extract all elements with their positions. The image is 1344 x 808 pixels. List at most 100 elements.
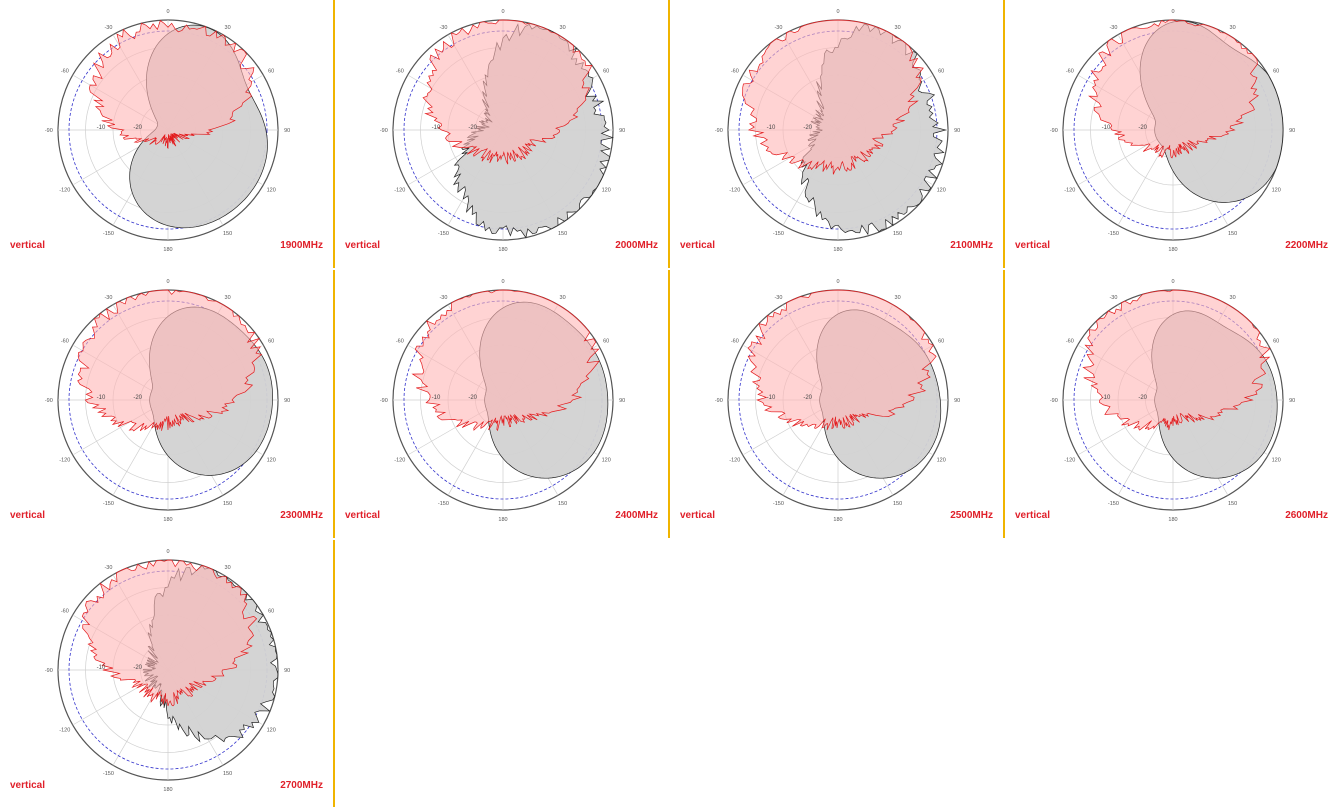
angle-tick-label: 0	[501, 279, 504, 285]
angle-tick-label: -60	[396, 68, 404, 74]
angle-tick-label: 60	[268, 338, 274, 344]
angle-tick-label: 180	[833, 517, 842, 523]
angle-tick-label: 180	[163, 517, 172, 523]
panel-divider	[1003, 0, 1005, 268]
polarization-label: vertical	[1015, 510, 1051, 521]
radial-tick-label: -10	[97, 125, 106, 131]
angle-tick-label: -60	[731, 338, 739, 344]
angle-tick-label: -30	[104, 25, 112, 31]
polar-chart-panel: 0 30 60 90 120 150 180 -150 -120 -90 -60 -30 -10 -20 v…	[0, 0, 335, 268]
angle-tick-label: 90	[284, 668, 290, 674]
frequency-label: 2100MHz	[950, 240, 993, 251]
polar-chart-panel: 0 30 60 90 120 150 180 -150 -120 -90 -60 -30 -10 -20 v…	[1005, 0, 1340, 268]
angle-tick-label: -120	[394, 188, 405, 194]
panel-divider	[333, 0, 335, 268]
radial-tick-label: -10	[97, 665, 106, 671]
vertical-pattern-series	[1088, 19, 1259, 159]
angle-tick-label: 0	[836, 279, 839, 285]
angle-tick-label: -30	[439, 295, 447, 301]
angle-tick-label: -90	[45, 668, 53, 674]
frequency-label: 1900MHz	[280, 240, 323, 251]
angle-tick-label: -30	[439, 25, 447, 31]
angle-tick-label: -120	[729, 188, 740, 194]
angle-tick-label: 120	[937, 188, 946, 194]
angle-tick-label: -60	[61, 338, 69, 344]
radial-tick-label: -20	[133, 665, 142, 671]
angle-tick-label: -90	[45, 398, 53, 404]
angle-tick-label: 180	[498, 517, 507, 523]
angle-tick-label: -150	[438, 231, 449, 237]
polar-chart: 0 30 60 90 120 150 180 -150 -120 -90 -60 -30 -10 -20	[380, 279, 625, 523]
polarization-label: vertical	[1015, 240, 1051, 251]
angle-tick-label: -120	[59, 458, 70, 464]
vertical-pattern-series	[89, 19, 255, 150]
vertical-pattern-series	[77, 289, 263, 432]
polar-chart: 0 30 60 90 120 150 180 -150 -120 -90 -60 -30 -10 -20	[45, 9, 290, 253]
angle-tick-label: -60	[61, 608, 69, 614]
angle-tick-label: 0	[501, 9, 504, 15]
angle-tick-label: 0	[166, 549, 169, 555]
angle-tick-label: 180	[498, 247, 507, 253]
radial-tick-label: -10	[767, 125, 776, 131]
polarization-label: vertical	[10, 780, 46, 791]
vertical-pattern-series	[411, 289, 600, 432]
angle-tick-label: 180	[163, 247, 172, 253]
angle-tick-label: 60	[268, 68, 274, 74]
frequency-label: 2500MHz	[950, 510, 993, 521]
angle-tick-label: 120	[267, 728, 276, 734]
panel-divider	[1003, 270, 1005, 538]
angle-tick-label: 150	[558, 231, 567, 237]
angle-tick-label: -150	[773, 231, 784, 237]
angle-tick-label: -60	[1066, 68, 1074, 74]
polar-chart-panel: 0 30 60 90 120 150 180 -150 -120 -90 -60 -30 -10 -20 v…	[335, 0, 670, 268]
polarization-label: vertical	[345, 510, 381, 521]
frequency-label: 2200MHz	[1285, 240, 1328, 251]
frequency-label: 2700MHz	[280, 780, 323, 791]
angle-tick-label: -90	[1050, 128, 1058, 134]
polar-chart: 0 30 60 90 120 150 180 -150 -120 -90 -60 -30 -10 -20	[380, 9, 625, 253]
vertical-pattern-series	[742, 19, 924, 175]
angle-tick-label: -120	[59, 728, 70, 734]
angle-tick-label: 30	[560, 295, 566, 301]
angle-tick-label: 150	[223, 771, 232, 777]
radial-tick-label: -10	[1102, 125, 1111, 131]
radial-tick-label: -10	[767, 395, 776, 401]
angle-tick-label: 0	[1171, 279, 1174, 285]
angle-tick-label: 150	[1228, 231, 1237, 237]
frequency-label: 2600MHz	[1285, 510, 1328, 521]
angle-tick-label: 150	[558, 501, 567, 507]
polar-chart-panel: 0 30 60 90 120 150 180 -150 -120 -90 -60 -30 -10 -20 v…	[1005, 270, 1340, 538]
angle-tick-label: 180	[1168, 247, 1177, 253]
angle-tick-label: -60	[1066, 338, 1074, 344]
radial-tick-label: -20	[468, 125, 477, 131]
radial-tick-label: -20	[468, 395, 477, 401]
angle-tick-label: -120	[394, 458, 405, 464]
polar-chart: 0 30 60 90 120 150 180 -150 -120 -90 -60 -30 -10 -20	[45, 279, 290, 523]
angle-tick-label: 180	[1168, 517, 1177, 523]
angle-tick-label: 60	[603, 338, 609, 344]
angle-tick-label: 30	[1230, 25, 1236, 31]
vertical-pattern-series	[422, 19, 593, 165]
angle-tick-label: -150	[773, 501, 784, 507]
frequency-label: 2300MHz	[280, 510, 323, 521]
angle-tick-label: 120	[602, 188, 611, 194]
radial-tick-label: -20	[133, 395, 142, 401]
radial-tick-label: -10	[1102, 395, 1111, 401]
polar-chart: 0 30 60 90 120 150 180 -150 -120 -90 -60 -30 -10 -20	[45, 549, 290, 793]
angle-tick-label: 120	[937, 458, 946, 464]
vertical-pattern-series	[747, 289, 937, 431]
angle-tick-label: -60	[396, 338, 404, 344]
radial-tick-label: -20	[803, 395, 812, 401]
polar-chart-panel: 0 30 60 90 120 150 180 -150 -120 -90 -60 -30 -10 -20 v…	[0, 540, 335, 808]
angle-tick-label: -120	[1064, 458, 1075, 464]
angle-tick-label: 150	[893, 231, 902, 237]
polar-chart-panel: 0 30 60 90 120 150 180 -150 -120 -90 -60 -30 -10 -20 v…	[335, 270, 670, 538]
angle-tick-label: -90	[1050, 398, 1058, 404]
angle-tick-label: 120	[267, 188, 276, 194]
angle-tick-label: 60	[938, 68, 944, 74]
angle-tick-label: 90	[284, 128, 290, 134]
angle-tick-label: -30	[1109, 25, 1117, 31]
angle-tick-label: 150	[223, 501, 232, 507]
polar-chart: 0 30 60 90 120 150 180 -150 -120 -90 -60 -30 -10 -20	[1050, 9, 1295, 253]
radial-tick-label: -10	[432, 395, 441, 401]
